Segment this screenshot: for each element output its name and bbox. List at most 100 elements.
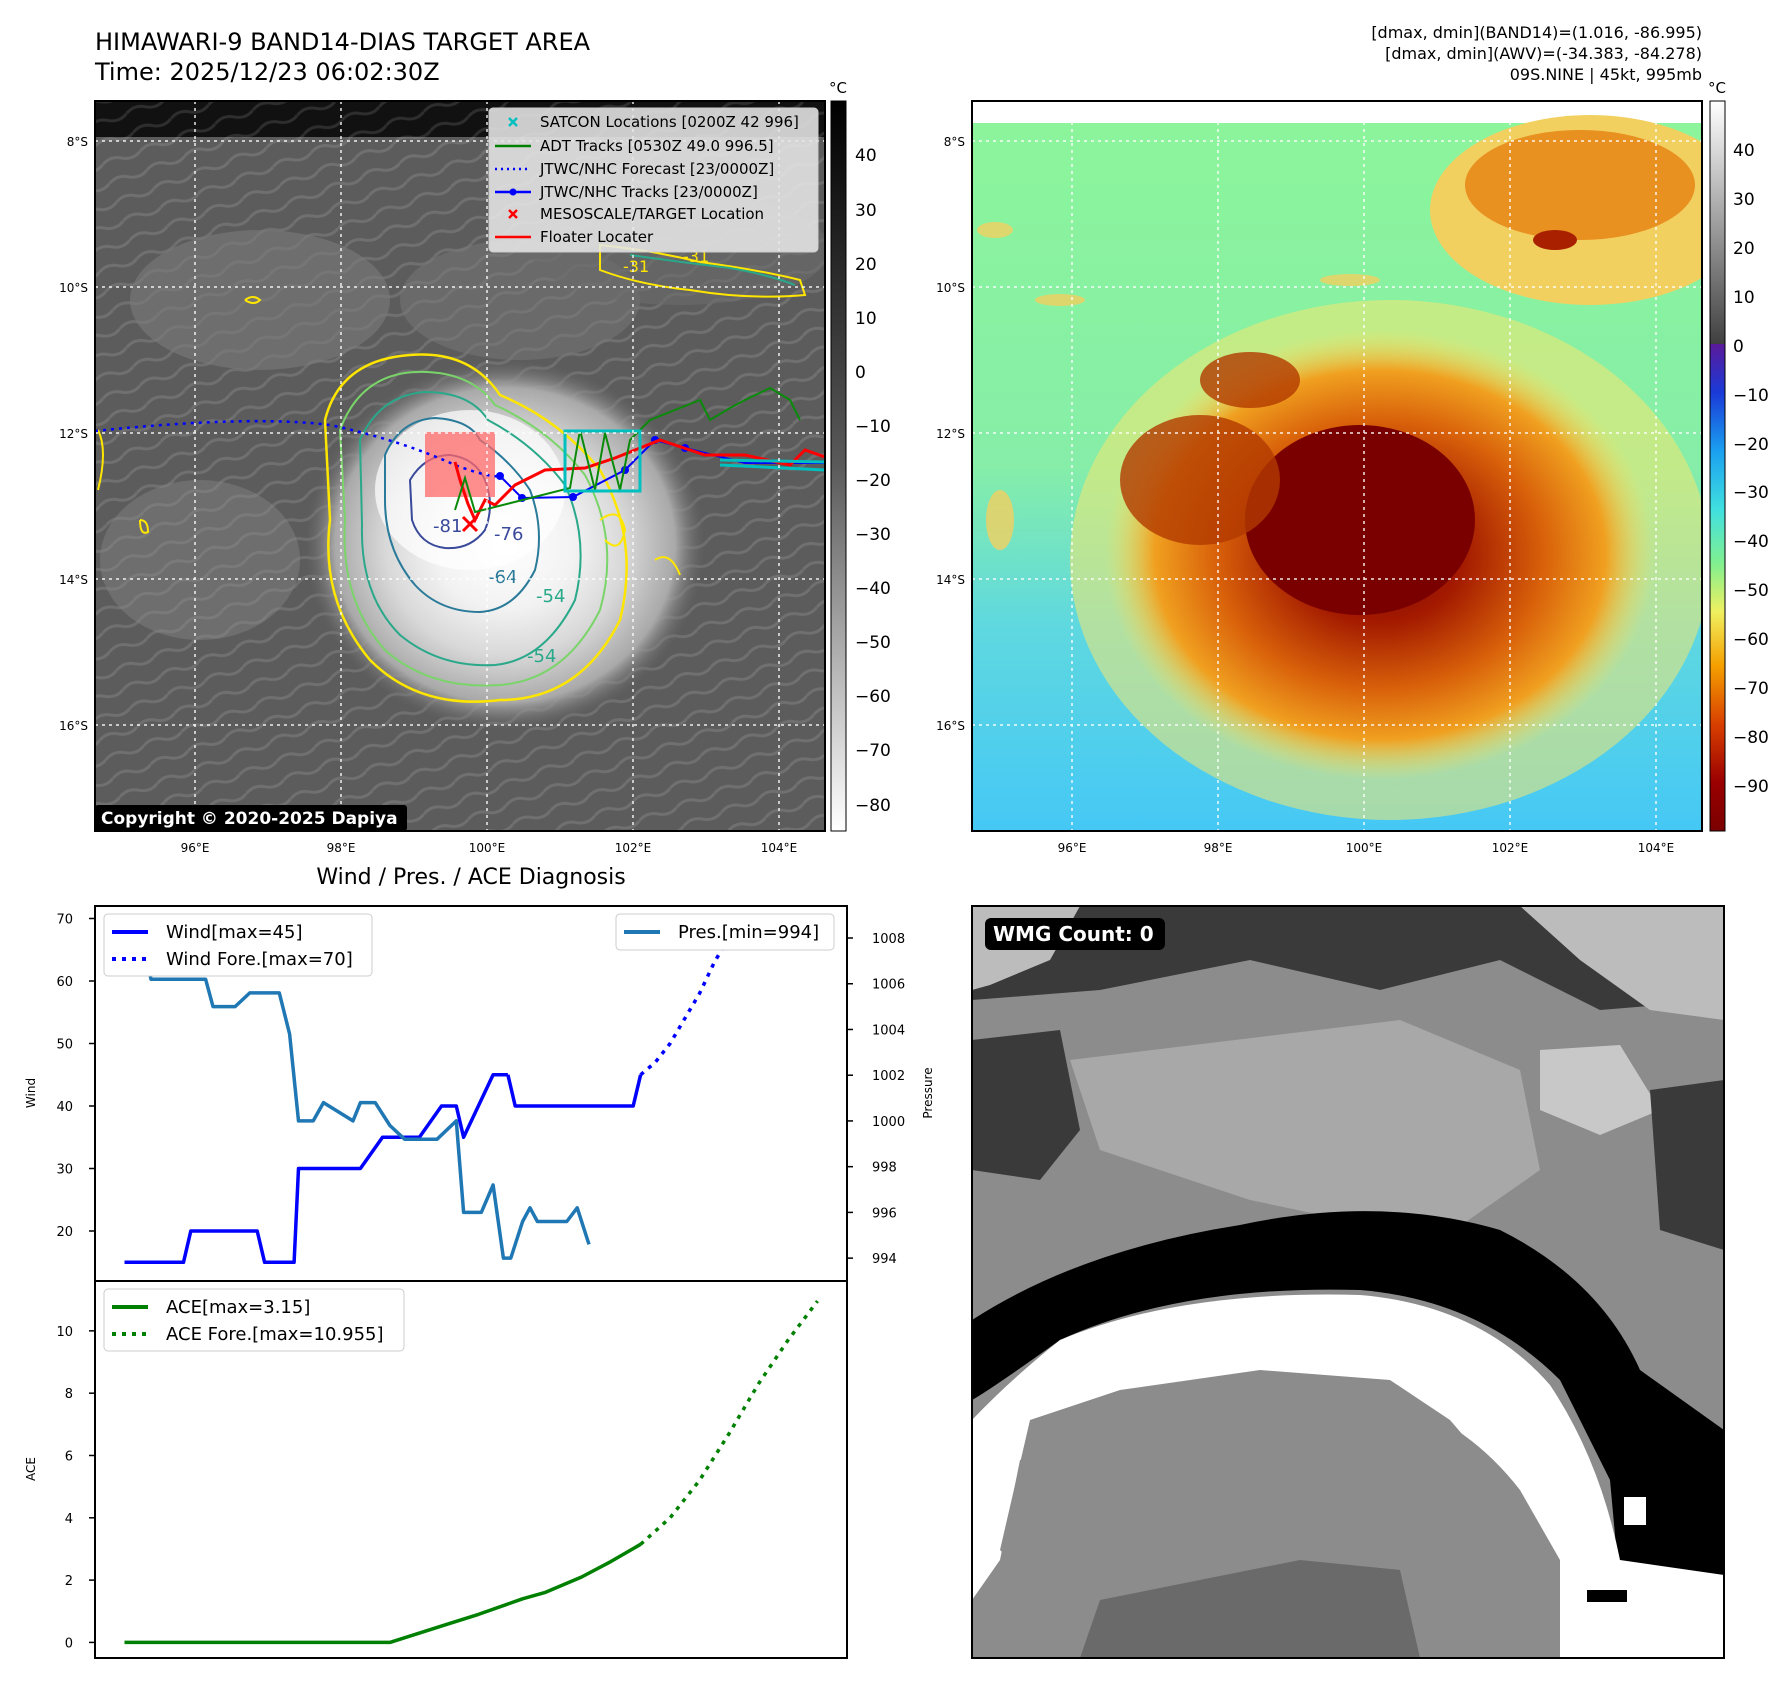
y-tick-label: 8 <box>65 1387 73 1402</box>
lon-label: 98°E <box>1204 841 1233 855</box>
colorbar-tick: −60 <box>855 687 891 707</box>
ir-colorbar-ticks: 40 30 20 10 0 −10 −20 −30 −40 −50 −60 −7… <box>855 146 891 816</box>
lat-label: 10°S <box>936 281 965 295</box>
colorbar-tick: −30 <box>1733 483 1769 503</box>
contour-label: -81 <box>433 516 462 537</box>
ir-colorbar: °C 40 30 20 10 0 −10 −20 −30 −40 −50 −60… <box>829 79 891 832</box>
copyright-text: Copyright © 2020-2025 Dapiya <box>101 809 398 829</box>
colorbar-tick: −40 <box>1733 532 1769 552</box>
legend-label: JTWC/NHC Tracks [23/0000Z] <box>539 183 758 201</box>
wmg-frame <box>971 905 1725 1659</box>
y-right-tick-label: 1002 <box>872 1069 905 1084</box>
y-tick-label: 0 <box>65 1636 73 1651</box>
ir-lat-labels: 8°S 10°S 12°S 14°S 16°S <box>59 135 88 733</box>
lat-label: 8°S <box>67 135 88 149</box>
lat-label: 10°S <box>59 281 88 295</box>
lat-label: 14°S <box>936 573 965 587</box>
awv-colorbar-ticks: 40 30 20 10 0 −10 −20 −30 −40 −50 −60 −7… <box>1733 141 1769 797</box>
adt-track <box>454 386 801 514</box>
satcon-locations <box>719 458 825 472</box>
awv-map-frame <box>971 100 1703 832</box>
wmg-panel: WMG Count: 0 <box>971 905 1725 1659</box>
ace-chart: 0 2 4 6 8 10 ACE ACE[max=3.15] ACE Fore.[max=… <box>24 1280 848 1659</box>
ir-lon-labels: 96°E 98°E 100°E 102°E 104°E <box>181 841 798 855</box>
contour-label: -31 <box>623 257 649 276</box>
band14-stats: [dmax, dmin](BAND14)=(1.016, -86.995) <box>1371 23 1702 42</box>
lat-label: 16°S <box>59 719 88 733</box>
awv-gridlines <box>972 101 1702 831</box>
awv-colorbar: °C 40 30 20 10 0 −10 −20 −30 −40 −50 −60… <box>1708 79 1769 832</box>
legend-label: MESOSCALE/TARGET Location <box>540 205 764 223</box>
satcon-box <box>563 429 642 493</box>
y-tick-label: 20 <box>56 1225 73 1240</box>
y-tick-label: 4 <box>65 1512 73 1527</box>
series-line <box>124 1073 508 1265</box>
colorbar-unit: °C <box>1708 79 1726 97</box>
y-tick-label: 40 <box>56 1100 73 1115</box>
legend-label: ACE Fore.[max=10.955] <box>166 1324 384 1345</box>
ace-axis-label: ACE <box>24 1457 38 1481</box>
legend-label: JTWC/NHC Forecast [23/0000Z] <box>539 160 774 178</box>
ir-gridlines <box>95 101 825 831</box>
y-right-tick-label: 1004 <box>872 1023 905 1038</box>
awv-map: 8°S 10°S 12°S 14°S 16°S 96°E 98°E 100°E … <box>936 79 1769 855</box>
contour-label: -54 <box>527 646 556 667</box>
colorbar-tick: −60 <box>1733 630 1769 650</box>
lon-label: 96°E <box>181 841 210 855</box>
mesoscale-target-box <box>425 432 495 497</box>
colorbar-tick: −80 <box>1733 728 1769 748</box>
colorbar-tick: 40 <box>855 146 877 166</box>
wind-legend: Wind[max=45] Wind Fore.[max=70] <box>103 913 373 977</box>
y-tick-label: 70 <box>56 913 73 928</box>
colorbar-tick: 40 <box>1733 141 1755 161</box>
legend-label: Wind[max=45] <box>166 922 303 943</box>
lat-label: 8°S <box>944 135 965 149</box>
y-right-tick-label: 1008 <box>872 932 905 947</box>
lon-label: 102°E <box>1492 841 1529 855</box>
colorbar-tick: −10 <box>855 417 891 437</box>
y-right-tick-label: 994 <box>872 1252 897 1267</box>
colorbar-tick: −30 <box>855 525 891 545</box>
colorbar-tick: −80 <box>855 796 891 816</box>
awv-lat-labels: 8°S 10°S 12°S 14°S 16°S <box>936 135 965 733</box>
colorbar-tick: −40 <box>855 579 891 599</box>
y-tick-label: 2 <box>65 1574 73 1589</box>
legend-label: ACE[max=3.15] <box>166 1297 310 1318</box>
y-tick-label: 6 <box>65 1449 73 1464</box>
figure-title: HIMAWARI-9 BAND14-DIAS TARGET AREA <box>95 28 591 56</box>
diagnosis-title: Wind / Pres. / ACE Diagnosis <box>316 865 625 890</box>
colorbar-tick: −10 <box>1733 386 1769 406</box>
wind-axis-label: Wind <box>24 1078 38 1108</box>
lon-label: 100°E <box>1346 841 1383 855</box>
lon-label: 98°E <box>327 841 356 855</box>
colorbar-tick: −20 <box>1733 435 1769 455</box>
map-legend: SATCON Locations [0200Z 42 996] ADT Trac… <box>488 107 819 253</box>
lat-label: 16°S <box>936 719 965 733</box>
colorbar-tick: 20 <box>1733 239 1755 259</box>
satcon-legend-icon <box>508 117 518 127</box>
colorbar-tick: 10 <box>1733 288 1755 308</box>
y-right-tick-label: 1000 <box>872 1115 905 1130</box>
legend-label: Wind Fore.[max=70] <box>166 949 353 970</box>
contour-label: -54 <box>536 586 565 607</box>
ace-series <box>124 1300 819 1645</box>
y-right-tick-label: 1006 <box>872 978 905 993</box>
legend-label: ADT Tracks [0530Z 49.0 996.5] <box>540 137 774 155</box>
ace-y-ticks: 0 2 4 6 8 10 <box>56 1325 95 1651</box>
colorbar-tick: −70 <box>855 741 891 761</box>
awv-lon-labels: 96°E 98°E 100°E 102°E 104°E <box>1058 841 1675 855</box>
y-tick-label: 30 <box>56 1163 73 1178</box>
colorbar-tick: 30 <box>1733 190 1755 210</box>
legend-label: Pres.[min=994] <box>678 922 819 943</box>
lon-label: 96°E <box>1058 841 1087 855</box>
series-line <box>506 1074 643 1108</box>
colorbar-unit: °C <box>829 79 847 97</box>
lon-label: 102°E <box>615 841 652 855</box>
series-line <box>124 936 591 1260</box>
figure-time: Time: 2025/12/23 06:02:30Z <box>94 58 440 86</box>
copyright-badge <box>95 805 407 831</box>
lon-label: 104°E <box>1638 841 1675 855</box>
colorbar-tick: −70 <box>1733 679 1769 699</box>
ace-legend: ACE[max=3.15] ACE Fore.[max=10.955] <box>103 1288 405 1352</box>
